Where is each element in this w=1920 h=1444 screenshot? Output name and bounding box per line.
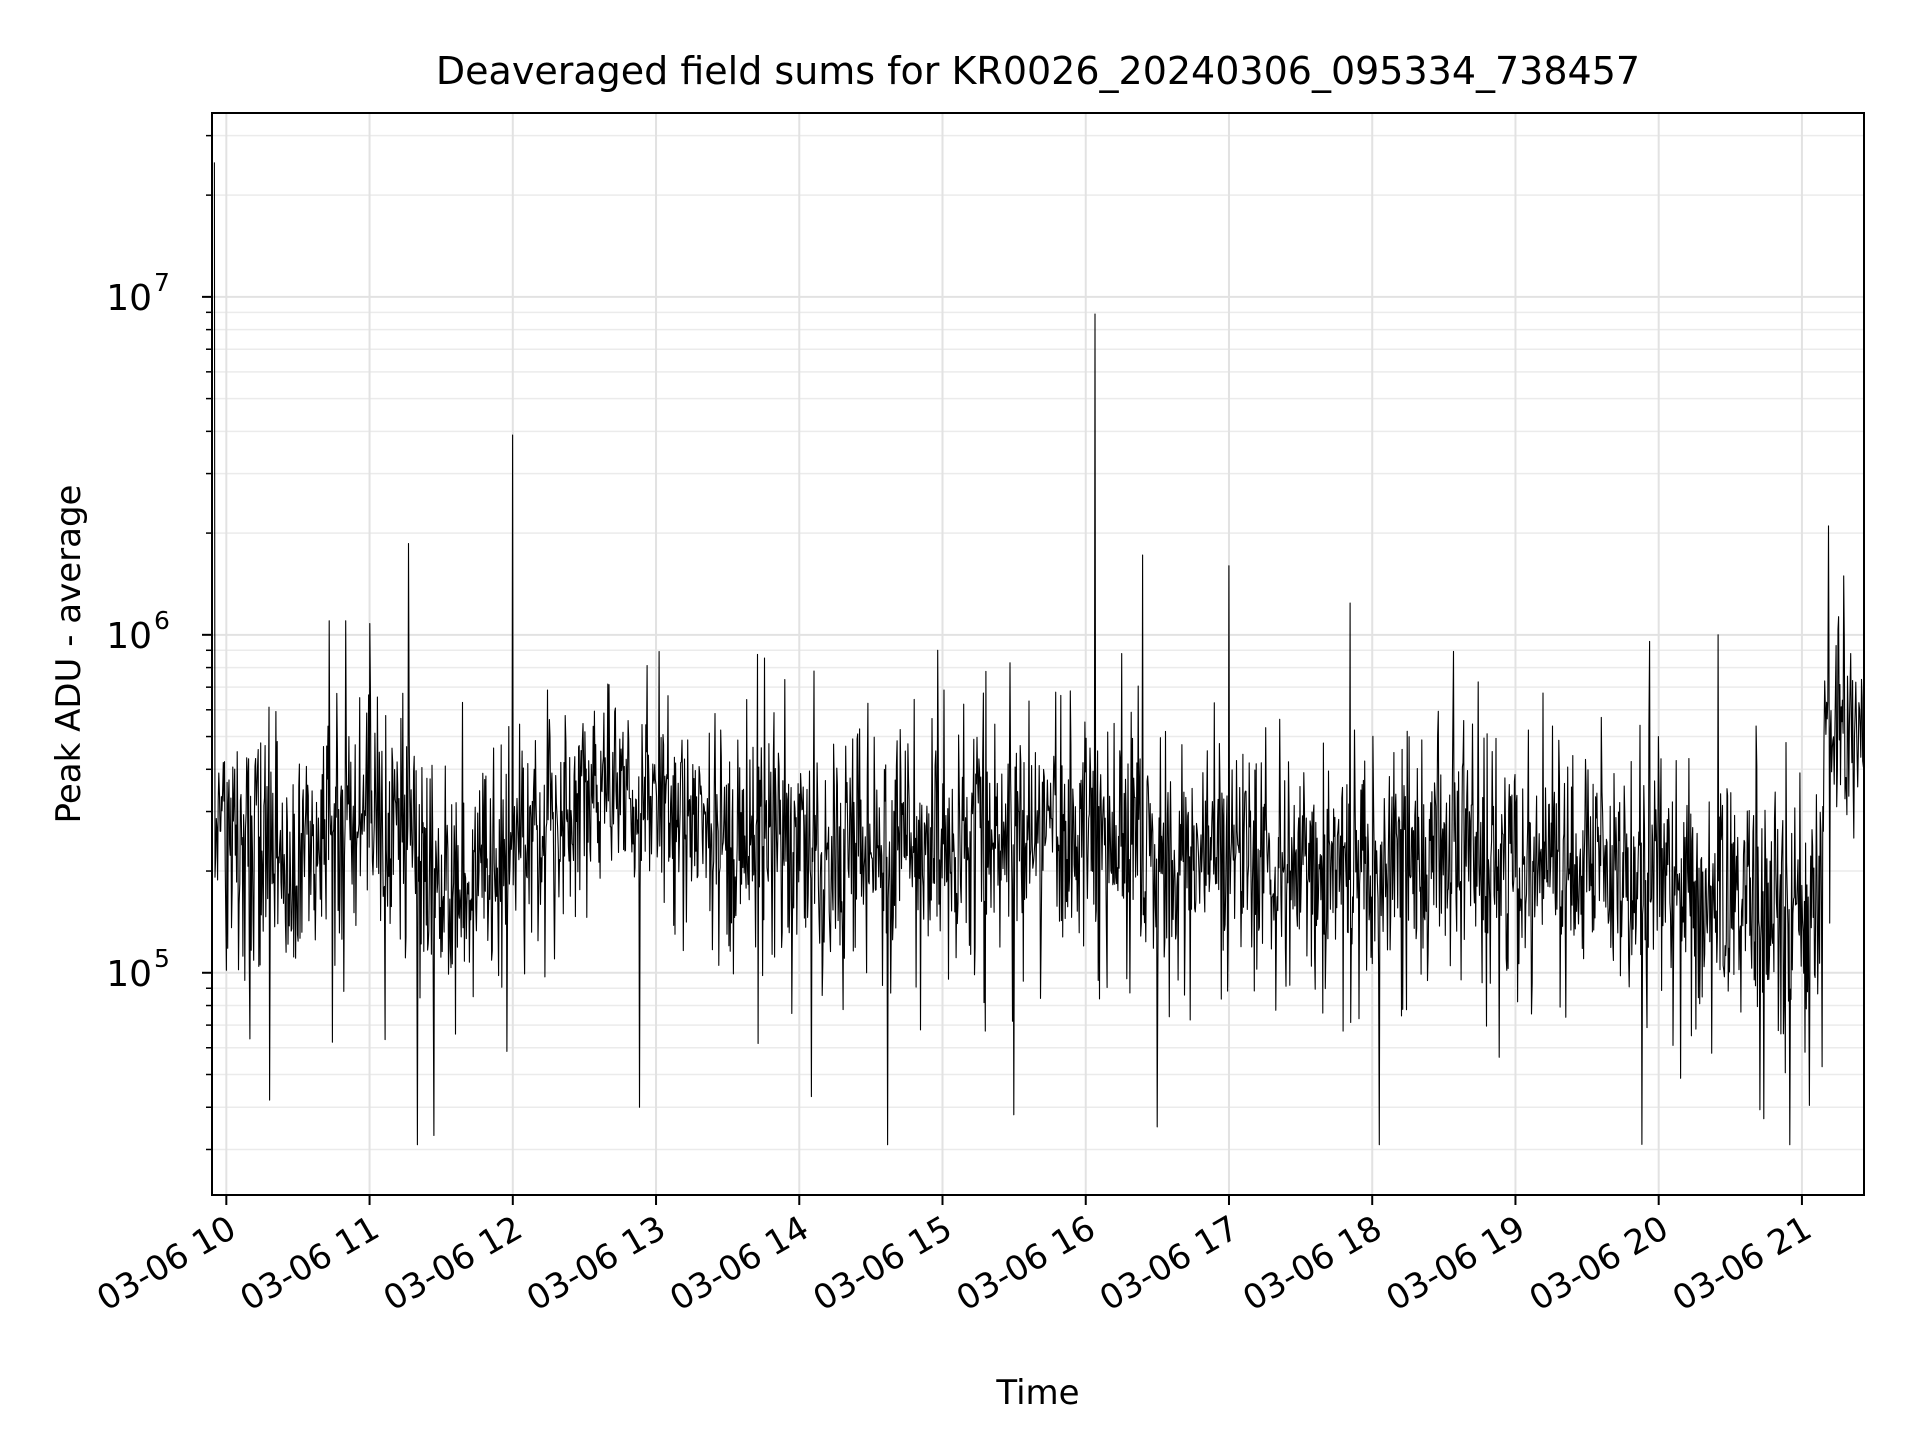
y-tick-label-exponent: 5 [154,944,170,973]
x-tick-label: 03-06 17 [1093,1208,1245,1319]
y-tick-label: 10 [106,616,152,657]
x-tick-label: 03-06 10 [90,1208,242,1319]
plot-frame [211,112,1865,1196]
chart-title: Deaveraged field sums for KR0026_2024030… [436,49,1640,93]
x-tick-label: 03-06 16 [950,1208,1102,1319]
y-tick-label: 10 [106,278,152,319]
x-tick-label: 03-06 15 [807,1208,959,1319]
x-axis-label: Time [995,1373,1079,1413]
data-line-series [213,162,1865,1146]
x-tick-label: 03-06 11 [234,1208,386,1319]
x-tick-label: 03-06 21 [1666,1208,1818,1319]
x-tick-label: 03-06 12 [377,1208,529,1319]
y-tick-label: 10 [106,954,152,995]
data-series [213,162,1865,1146]
x-tick-label: 03-06 14 [663,1208,815,1319]
y-axis-label: Peak ADU - average [49,485,89,824]
grid-lines [212,113,1864,1195]
y-tick-label-exponent: 7 [154,268,170,297]
x-tick-label: 03-06 20 [1523,1208,1675,1319]
x-tick-label: 03-06 13 [520,1208,672,1319]
x-tick-label: 03-06 19 [1380,1208,1532,1319]
y-tick-label-exponent: 6 [154,606,170,635]
x-tick-label: 03-06 18 [1236,1208,1388,1319]
